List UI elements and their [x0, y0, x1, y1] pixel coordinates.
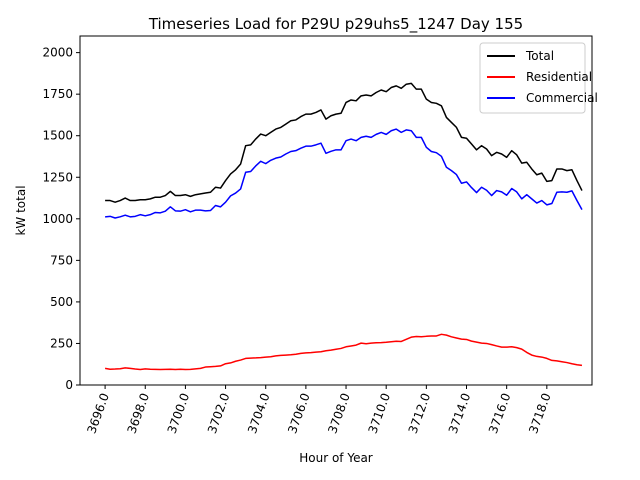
x-tick-label: 3708.0	[325, 391, 353, 435]
y-axis-label: kW total	[14, 185, 28, 235]
series-line-commercial	[105, 128, 583, 219]
legend-label-total: Total	[525, 49, 554, 63]
y-tick-label: 0	[65, 378, 73, 392]
x-tick-label: 3706.0	[285, 391, 313, 435]
series-line-residential	[104, 333, 583, 371]
x-tick-label: 3714.0	[446, 391, 474, 435]
y-tick-label: 250	[50, 336, 73, 350]
legend: Total Residential Commercial	[479, 42, 598, 114]
x-axis-label: Hour of Year	[299, 451, 373, 465]
y-tick-label: 1500	[42, 129, 73, 143]
legend-box	[479, 42, 586, 114]
plot-lines	[104, 82, 583, 371]
x-tick-label: 3712.0	[406, 391, 434, 435]
x-tick-label: 3716.0	[486, 391, 514, 435]
legend-label-commercial: Commercial	[526, 91, 598, 105]
chart-title: Timeseries Load for P29U p29uhs5_1247 Da…	[148, 15, 523, 34]
x-axis: 3696.0 3698.0 3700.0 3702.0 3704.0 3706.0 3708…	[84, 385, 554, 435]
y-tick-label: 1750	[42, 87, 73, 101]
plot-frame	[79, 35, 593, 386]
x-tick-label: 3718.0	[526, 391, 554, 435]
x-tick-label: 3704.0	[245, 391, 273, 435]
y-axis: 0 250 500 750 1000 1250 1500 1750 2000	[42, 46, 80, 392]
x-tick-label: 3710.0	[365, 391, 393, 435]
x-tick-label: 3700.0	[165, 391, 193, 435]
series-line-total	[105, 82, 583, 203]
legend-label-residential: Residential	[526, 70, 592, 84]
x-tick-label: 3698.0	[125, 391, 153, 435]
y-tick-label: 750	[50, 253, 73, 267]
x-tick-label: 3702.0	[205, 391, 233, 435]
x-tick-label: 3696.0	[84, 391, 112, 435]
y-tick-label: 2000	[42, 46, 73, 60]
y-tick-label: 500	[50, 295, 73, 309]
y-tick-label: 1250	[42, 170, 73, 184]
y-tick-label: 1000	[42, 212, 73, 226]
